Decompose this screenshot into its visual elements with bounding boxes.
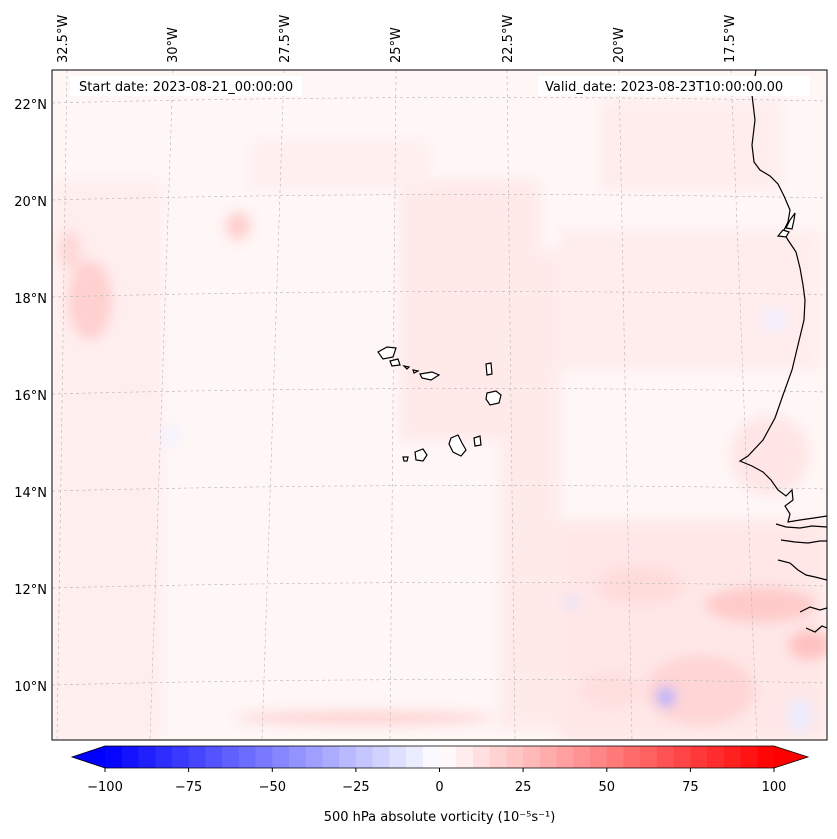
lat-tick-label: 20°N [14,195,47,210]
lat-tick-labels: 22°N 20°N 18°N 16°N 14°N 12°N 10°N [14,98,47,695]
colorbar-cell [339,746,357,768]
colorbar-cell [740,746,758,768]
colorbar-cells [105,746,775,768]
lat-tick-label: 10°N [14,680,47,695]
colorbar-cell [222,746,240,768]
colorbar-cell [506,746,524,768]
start-date-box [70,76,302,96]
colorbar-cell [640,746,658,768]
colorbar-tick-label: −75 [175,780,202,795]
colorbar-cell [573,746,591,768]
colorbar-cell [606,746,625,768]
lon-tick-label: 25°W [389,27,404,63]
colorbar-cell [439,746,457,768]
colorbar-cell [171,746,190,768]
colorbar-cell [422,746,441,768]
lon-tick-label: 30°W [166,27,181,63]
colorbar-cell [456,746,474,768]
colorbar-extend-max [774,746,808,768]
vorticity-field [52,70,827,740]
colorbar-tick-label: 75 [682,780,699,795]
colorbar-tick-label: −25 [342,780,369,795]
colorbar-cell [406,746,424,768]
colorbar-cell [288,746,307,768]
colorbar-cell [188,746,206,768]
colorbar-tick-label: 100 [762,780,787,795]
lat-tick-label: 12°N [14,583,47,598]
colorbar-cell [757,746,775,768]
lat-tick-label: 16°N [14,389,47,404]
lat-tick-label: 22°N [14,98,47,113]
lon-tick-label: 22.5°W [501,15,516,63]
lon-tick-label: 32.5°W [56,15,71,63]
lat-tick-label: 14°N [14,486,47,501]
colorbar-tick-label: 25 [515,780,532,795]
map-frame [51,69,828,741]
colorbar-cell [355,746,374,768]
colorbar-cell [105,746,123,768]
gridlines [52,70,827,740]
colorbar-cell [205,746,223,768]
africa-coastline [738,70,827,523]
lon-tick-label: 17.5°W [723,15,738,63]
colorbar-cell [322,746,340,768]
lat-tick-label: 18°N [14,292,47,307]
colorbar-cell [656,746,675,768]
colorbar-ticks [104,768,775,772]
colorbar-cell [472,746,491,768]
colorbar-cell [255,746,273,768]
colorbar-cell [138,746,156,768]
colorbar-cell [590,746,608,768]
colorbar-cell [707,746,725,768]
valid-date-label: Valid_date: 2023-08-23T10:00:00.00 [545,80,783,95]
colorbar-cell [690,746,708,768]
colorbar-cell [389,746,407,768]
valid-date-box [538,76,810,96]
colorbar-cell [623,746,641,768]
colorbar-cell [489,746,508,768]
colorbar: −100 −75 −50 −25 0 25 50 75 100 500 hPa … [70,745,810,825]
colorbar-cell [523,746,541,768]
colorbar-tick-label: 50 [599,780,616,795]
colorbar-extend-min [72,746,105,768]
colorbar-cell [372,746,390,768]
colorbar-title: 500 hPa absolute vorticity (10⁻⁵s⁻¹) [324,810,556,825]
colorbar-tick-label: 0 [435,780,443,795]
colorbar-cell [155,746,173,768]
lon-tick-labels: 32.5°W 30°W 27.5°W 25°W 22.5°W 20°W 17.5… [56,15,738,63]
colorbar-cell [305,746,324,768]
colorbar-tick-label: −50 [259,780,286,795]
lon-tick-label: 27.5°W [278,15,293,63]
colorbar-tick-label: −100 [87,780,123,795]
colorbar-cell [121,746,140,768]
lon-tick-label: 20°W [612,27,627,63]
colorbar-cell [539,746,558,768]
colorbar-cell [556,746,574,768]
colorbar-cell [673,746,691,768]
colorbar-cell [238,746,257,768]
colorbar-cell [723,746,742,768]
cape-verde-islands [377,346,502,462]
colorbar-cell [272,746,290,768]
gambia-coastline [775,523,827,633]
start-date-label: Start date: 2023-08-21_00:00:00 [79,80,293,95]
